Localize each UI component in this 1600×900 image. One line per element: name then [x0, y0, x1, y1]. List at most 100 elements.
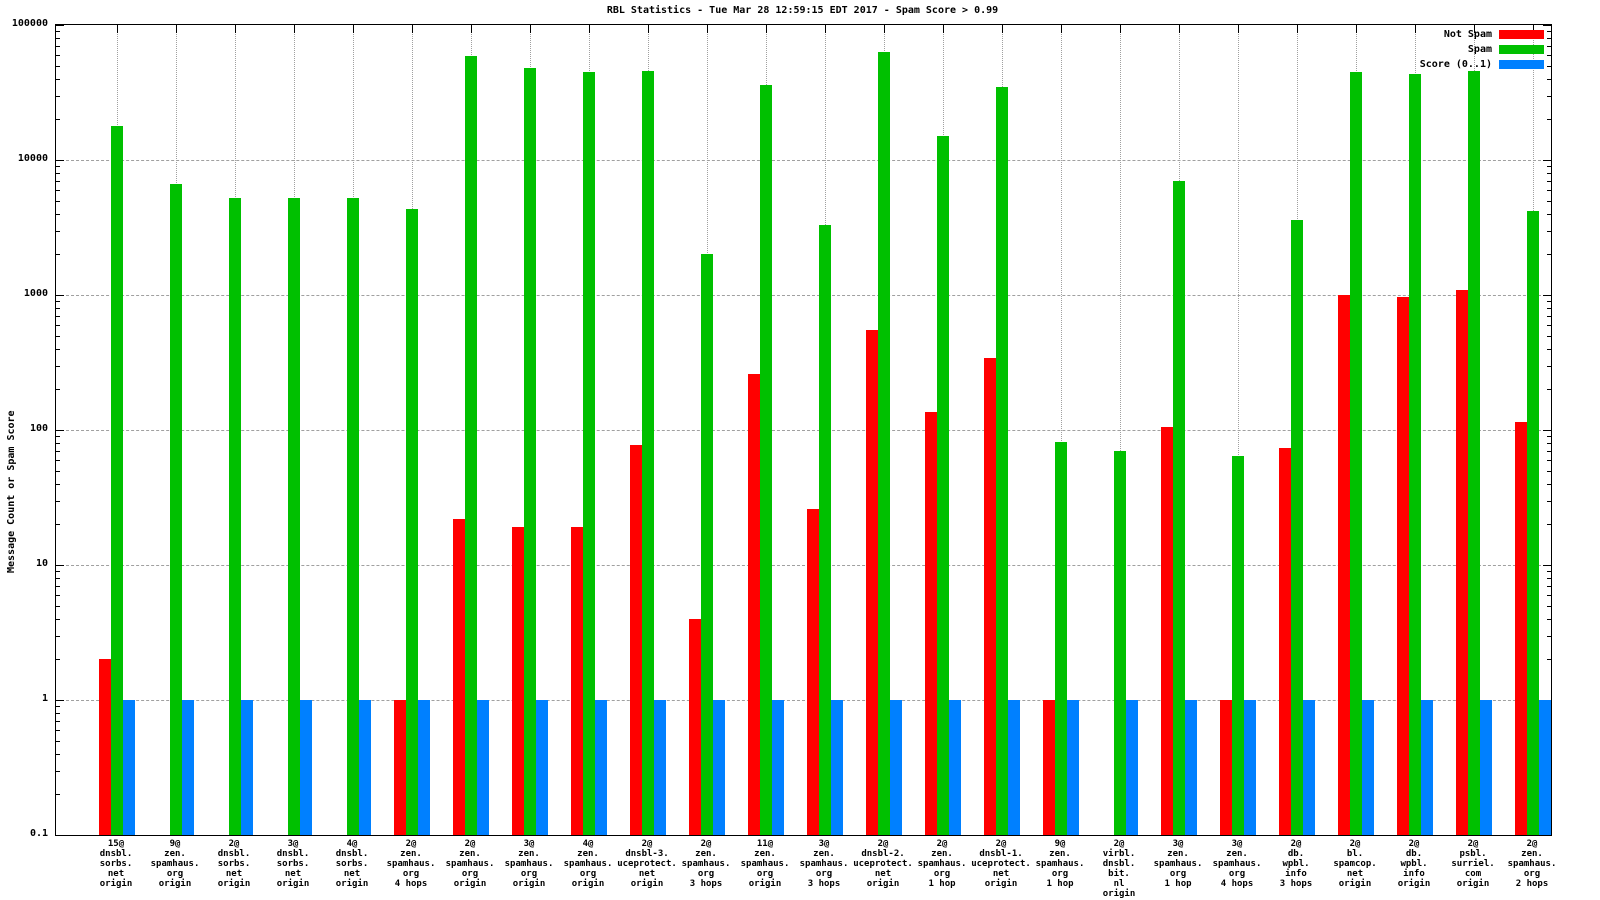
- x-tick-label-line: spamhaus.: [1507, 859, 1557, 869]
- y-minor-tick: [56, 571, 60, 572]
- x-tick-label-line: origin: [984, 879, 1018, 889]
- bar-spam-19: [1232, 456, 1244, 835]
- y-minor-tick: [1547, 460, 1551, 461]
- y-minor-tick: [56, 721, 60, 722]
- x-tick-label-line: origin: [1338, 879, 1372, 889]
- bar-spam-23: [1468, 70, 1480, 835]
- x-tick: [353, 25, 354, 33]
- x-tick: [1297, 25, 1298, 33]
- x-tick: [1474, 25, 1475, 33]
- bar-score-0-1-16: [1067, 700, 1079, 835]
- x-tick-label-line: 2@: [1467, 839, 1479, 849]
- y-minor-tick: [56, 214, 60, 215]
- y-minor-tick: [56, 349, 60, 350]
- bar-score-0-1-19: [1244, 700, 1256, 835]
- x-tick-label-line: spamhaus.: [1212, 859, 1262, 869]
- y-minor-tick: [56, 55, 60, 56]
- bar-not-spam-5: [394, 700, 406, 835]
- x-tick-label-line: zen.: [164, 849, 186, 859]
- y-minor-tick: [56, 325, 60, 326]
- x-tick-label-line: 4@: [582, 839, 594, 849]
- x-tick-label-line: com: [1464, 869, 1482, 879]
- y-tick-label: 10000: [17, 153, 48, 164]
- y-minor-tick: [56, 578, 60, 579]
- bar-spam-7: [524, 68, 536, 835]
- y-major-tick: [56, 835, 64, 836]
- x-tick-label-line: 2@: [641, 839, 653, 849]
- x-tick-label-line: spamhaus.: [386, 859, 436, 869]
- x-tick-label: 3@ zen. spamhaus. org 4 hops: [1202, 839, 1272, 889]
- y-minor-tick: [1547, 659, 1551, 660]
- x-tick-label: 2@ zen. spamhaus. org origin: [435, 839, 505, 889]
- x-tick-label-line: org: [579, 869, 597, 879]
- x-tick: [1356, 25, 1357, 33]
- x-tick: [589, 25, 590, 33]
- x-tick-label-line: 2@: [1113, 839, 1125, 849]
- x-tick-label-line: spamhaus.: [681, 859, 731, 869]
- x-tick-label: 2@ dnsbl-3. uceprotect. net origin: [612, 839, 682, 889]
- x-tick: [1120, 25, 1121, 33]
- y-minor-tick: [56, 166, 60, 167]
- bar-spam-16: [1055, 441, 1067, 835]
- x-tick-label-line: zen.: [1049, 849, 1071, 859]
- bar-spam-6: [465, 55, 477, 835]
- h-gridline: [56, 295, 1551, 296]
- x-tick-label-line: 2@: [228, 839, 240, 849]
- x-tick: [1533, 25, 1534, 33]
- y-minor-tick: [1547, 79, 1551, 80]
- x-tick-label-line: origin: [1397, 879, 1431, 889]
- bar-spam-21: [1350, 71, 1362, 835]
- x-tick-label-line: nl: [1113, 879, 1125, 889]
- x-tick-label-line: 2@: [877, 839, 889, 849]
- y-minor-tick: [1547, 38, 1551, 39]
- x-tick-label-line: info: [1403, 869, 1425, 879]
- y-major-tick: [56, 430, 64, 431]
- x-tick-label-line: 15@: [107, 839, 125, 849]
- x-tick-label-line: org: [815, 869, 833, 879]
- y-minor-tick: [1547, 119, 1551, 120]
- legend-label: Not Spam: [1443, 29, 1492, 40]
- x-tick-label: 2@ bl. spamcop. net origin: [1320, 839, 1390, 889]
- x-tick-label-line: spamhaus.: [1035, 859, 1085, 869]
- x-tick: [1002, 25, 1003, 33]
- bar-score-0-1-3: [300, 700, 312, 835]
- x-tick-label-line: org: [1228, 869, 1246, 879]
- y-minor-tick: [1547, 484, 1551, 485]
- x-tick: [766, 25, 767, 33]
- x-tick-label-line: zen.: [518, 849, 540, 859]
- y-major-tick: [1543, 295, 1551, 296]
- bar-spam-4: [347, 198, 359, 835]
- x-tick-label-line: spamhaus.: [799, 859, 849, 869]
- legend-label: Spam: [1467, 44, 1492, 55]
- y-minor-tick: [1547, 316, 1551, 317]
- x-tick-label-line: surriel.: [1451, 859, 1495, 869]
- x-tick-label-line: 3@: [818, 839, 830, 849]
- y-minor-tick: [1547, 436, 1551, 437]
- x-tick-label-line: 2@: [700, 839, 712, 849]
- y-major-tick: [56, 25, 64, 26]
- bar-spam-10: [701, 254, 713, 835]
- x-tick-label-line: 2@: [936, 839, 948, 849]
- x-tick-label-line: wpbl.: [1400, 859, 1428, 869]
- legend-item-spam: Spam: [1056, 44, 1544, 55]
- y-minor-tick: [1547, 66, 1551, 67]
- y-minor-tick: [1547, 336, 1551, 337]
- x-tick: [884, 25, 885, 33]
- y-minor-tick: [56, 501, 60, 502]
- y-major-tick: [56, 295, 64, 296]
- x-tick-label-line: spamhaus.: [150, 859, 200, 869]
- x-tick-label-line: origin: [1102, 889, 1136, 899]
- bar-spam-3: [288, 198, 300, 835]
- bar-not-spam-22: [1397, 297, 1409, 835]
- bar-spam-2: [229, 198, 241, 835]
- x-tick-label-line: spamhaus.: [445, 859, 495, 869]
- bar-not-spam-14: [925, 412, 937, 835]
- y-minor-tick: [1547, 308, 1551, 309]
- bar-spam-13: [878, 52, 890, 835]
- x-tick: [707, 25, 708, 33]
- x-tick-label: 3@ zen. spamhaus. org 3 hops: [789, 839, 859, 889]
- x-tick-label-line: spamhaus.: [1153, 859, 1203, 869]
- x-tick-label-line: bit.: [1108, 869, 1130, 879]
- y-minor-tick: [56, 730, 60, 731]
- x-tick-label-line: origin: [866, 879, 900, 889]
